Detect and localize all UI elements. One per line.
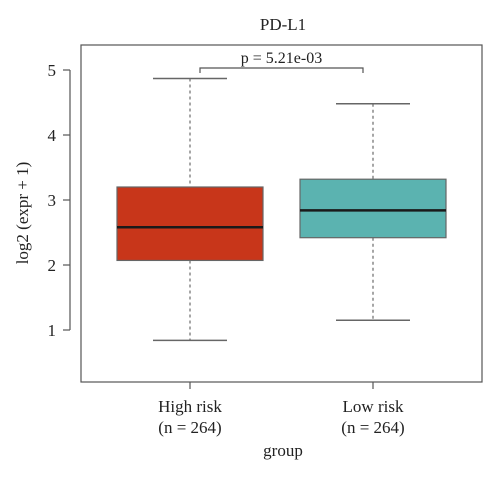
box-high-risk [116,77,264,342]
y-tick-label: 1 [48,321,57,340]
chart-title: PD-L1 [260,15,306,34]
x-axis-title: group [263,441,303,460]
y-axis-title: log2 (expr + 1) [13,162,32,265]
iqr-box [116,186,264,262]
iqr-box [299,178,447,239]
x-tick-label: Low risk [343,397,404,416]
x-tick-label: High risk [158,397,222,416]
plot-panel [80,44,483,383]
x-tick-n-label: (n = 264) [341,418,404,437]
y-tick-label: 3 [48,191,57,210]
y-tick-label: 5 [48,61,57,80]
p-value-bracket [199,67,364,73]
x-tick-n-label: (n = 264) [158,418,221,437]
p-value-annotation: p = 5.21e-03 [199,50,364,73]
boxes [116,77,447,342]
y-tick-label: 4 [48,126,57,145]
p-value-label: p = 5.21e-03 [241,50,322,67]
x-axis-labels: High risk (n = 264) Low risk (n = 264) [158,382,405,437]
y-tick-label: 2 [48,256,57,275]
box-low-risk [299,103,447,321]
y-axis: 1 2 3 4 5 [48,61,71,340]
